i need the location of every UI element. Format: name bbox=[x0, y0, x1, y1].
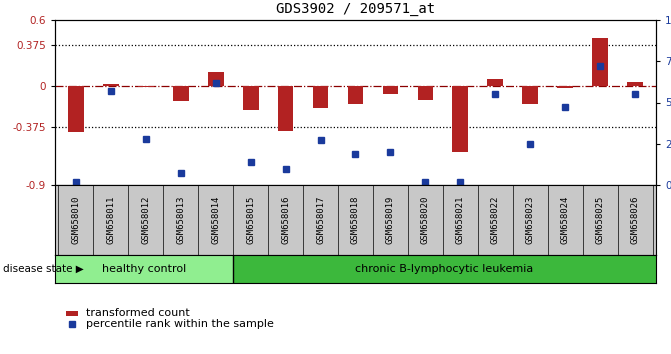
Text: GSM658017: GSM658017 bbox=[316, 196, 325, 244]
Text: percentile rank within the sample: percentile rank within the sample bbox=[86, 319, 274, 329]
Text: GSM658014: GSM658014 bbox=[211, 196, 220, 244]
Bar bbox=[417, 86, 433, 100]
Bar bbox=[382, 86, 399, 94]
Text: disease state ▶: disease state ▶ bbox=[3, 264, 84, 274]
Text: GSM658015: GSM658015 bbox=[246, 196, 255, 244]
Bar bbox=[243, 86, 258, 110]
Text: GSM658020: GSM658020 bbox=[421, 196, 430, 244]
Text: GSM658025: GSM658025 bbox=[596, 196, 605, 244]
Bar bbox=[138, 86, 154, 87]
Text: GSM658023: GSM658023 bbox=[525, 196, 535, 244]
Text: healthy control: healthy control bbox=[102, 264, 187, 274]
Bar bbox=[103, 84, 119, 86]
Bar bbox=[234, 255, 656, 283]
Text: chronic B-lymphocytic leukemia: chronic B-lymphocytic leukemia bbox=[356, 264, 533, 274]
Bar bbox=[522, 86, 538, 104]
Bar bbox=[68, 86, 84, 132]
Bar bbox=[558, 86, 573, 88]
Text: GSM658016: GSM658016 bbox=[281, 196, 290, 244]
Bar bbox=[278, 86, 293, 131]
Text: GSM658010: GSM658010 bbox=[72, 196, 81, 244]
Bar bbox=[173, 86, 189, 101]
Text: GSM658018: GSM658018 bbox=[351, 196, 360, 244]
Bar bbox=[348, 86, 364, 104]
Text: GSM658012: GSM658012 bbox=[142, 196, 150, 244]
Text: transformed count: transformed count bbox=[86, 308, 189, 319]
Text: GSM658026: GSM658026 bbox=[631, 196, 639, 244]
Bar bbox=[66, 311, 79, 316]
Text: GSM658011: GSM658011 bbox=[107, 196, 115, 244]
Bar bbox=[208, 72, 223, 86]
Bar bbox=[487, 79, 503, 86]
Bar bbox=[627, 82, 643, 86]
Bar bbox=[592, 38, 608, 86]
Text: GSM658019: GSM658019 bbox=[386, 196, 395, 244]
Bar bbox=[55, 255, 234, 283]
Text: GSM658013: GSM658013 bbox=[176, 196, 185, 244]
Title: GDS3902 / 209571_at: GDS3902 / 209571_at bbox=[276, 2, 435, 16]
Text: GSM658021: GSM658021 bbox=[456, 196, 465, 244]
Text: GSM658024: GSM658024 bbox=[561, 196, 570, 244]
Text: GSM658022: GSM658022 bbox=[491, 196, 500, 244]
Bar bbox=[452, 86, 468, 152]
Bar bbox=[313, 86, 328, 108]
